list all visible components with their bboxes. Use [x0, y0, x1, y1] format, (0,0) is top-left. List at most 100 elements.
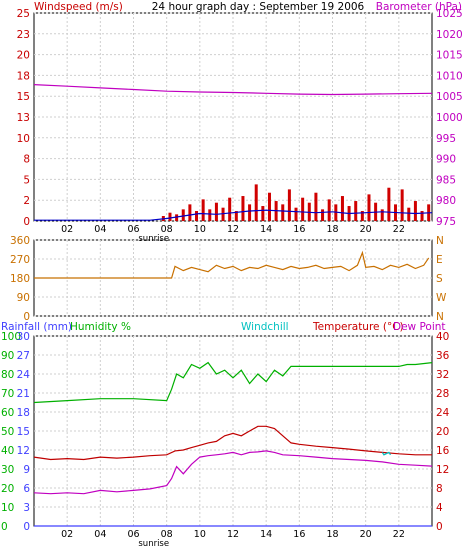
barometer-tick-label: 1010	[436, 70, 463, 82]
barometer-tick-label: 995	[436, 133, 456, 145]
chart-panels: 0258101315182023259759809859909951000100…	[1, 8, 463, 549]
humidity-tick-label: 10	[1, 502, 14, 514]
x-tick-label: 14	[260, 529, 272, 540]
barometer-tick-label: 980	[436, 195, 456, 207]
x-tick-label: 06	[127, 529, 139, 540]
windspeed-bar	[201, 199, 205, 221]
compass-tick-label: S	[436, 273, 443, 285]
temperature-tick-label: 32	[436, 369, 449, 381]
barometer-tick-label: 1020	[436, 29, 463, 41]
x-tick-label: 12	[227, 224, 239, 235]
x-tick-label: 18	[326, 529, 338, 540]
x-tick-label: 08	[161, 224, 173, 235]
barometer-tick-label: 1005	[436, 91, 463, 103]
x-tick-label: 20	[360, 529, 372, 540]
humidity-line	[33, 361, 433, 404]
windspeed-bar	[400, 189, 404, 221]
windspeed-bar	[413, 201, 417, 221]
temperature-tick-label: 40	[436, 331, 449, 343]
temperature-tick-label: 4	[436, 502, 443, 514]
rainfall-tick-label: 15	[17, 426, 30, 438]
windspeed-bar	[181, 209, 185, 221]
dewpoint-label: Dew Point	[393, 321, 446, 333]
temperature-tick-label: 20	[436, 426, 449, 438]
compass-tick-label: N	[436, 311, 444, 323]
windspeed-bar	[321, 209, 325, 221]
temperature-tick-label: 16	[436, 445, 450, 457]
barometer-tick-label: 990	[436, 154, 456, 166]
windspeed-bar	[261, 206, 265, 221]
compass-tick-label: N	[436, 235, 444, 247]
x-tick-label: 10	[194, 224, 206, 235]
windspeed-bar	[221, 207, 225, 221]
x-tick-label: 02	[61, 224, 73, 235]
x-tick-label: 22	[393, 224, 405, 235]
humidity-tick-label: 20	[1, 483, 14, 495]
x-tick-label: 20	[360, 224, 372, 235]
rainfall-tick-label: 18	[17, 407, 30, 419]
direction-tick-label: 270	[10, 254, 30, 266]
compass-tick-label: W	[436, 292, 447, 304]
humidity-tick-label: 100	[1, 331, 21, 343]
windspeed-tick-label: 18	[17, 70, 30, 82]
humidity-tick-label: 90	[1, 350, 14, 362]
windspeed-tick-label: 25	[17, 8, 30, 20]
sunrise-label: sunrise	[138, 539, 169, 549]
rainfall-tick-label: 12	[17, 445, 30, 457]
windspeed-bar	[188, 204, 192, 221]
windspeed-bar	[360, 211, 364, 221]
x-tick-label: 04	[94, 529, 106, 540]
windspeed-bar	[380, 209, 384, 221]
windspeed-bar	[234, 211, 238, 221]
rainfall-tick-label: 30	[17, 331, 30, 343]
humidity-tick-label: 0	[1, 521, 8, 533]
rainfall-tick-label: 9	[23, 464, 30, 476]
temperature-tick-label: 24	[436, 407, 450, 419]
windspeed-bar	[254, 184, 258, 221]
dew-point-line	[33, 450, 433, 495]
barometer-tick-label: 1025	[436, 8, 463, 20]
windspeed-bar	[420, 211, 424, 221]
windspeed-bar	[387, 187, 391, 221]
rainfall-tick-label: 3	[23, 502, 30, 514]
rainfall-tick-label: 6	[23, 483, 30, 495]
barometer-tick-label: 1000	[436, 112, 463, 124]
windspeed-bar	[301, 197, 305, 221]
barometer-axis-label: Barometer (hPa)	[376, 1, 462, 13]
x-tick-label: 04	[94, 224, 106, 235]
windspeed-tick-label: 13	[17, 112, 30, 124]
temperature-tick-label: 28	[436, 388, 449, 400]
windchill-label: Windchill	[241, 321, 289, 333]
windspeed-axis-label: Windspeed (m/s)	[34, 1, 123, 13]
windspeed-tick-label: 5	[23, 174, 30, 186]
x-tick-label: 12	[227, 529, 239, 540]
rainfall-axis-label: Rainfall (mm)	[1, 321, 72, 333]
barometer-tick-label: 1015	[436, 50, 463, 62]
windspeed-bar	[214, 202, 218, 221]
wind-direction-line	[34, 250, 430, 279]
x-tick-label: 10	[194, 529, 206, 540]
direction-tick-label: 0	[23, 311, 30, 323]
x-tick-label: 14	[260, 224, 272, 235]
barometer-tick-label: 975	[436, 216, 456, 228]
x-tick-label: 22	[393, 529, 405, 540]
windspeed-bar	[287, 189, 291, 221]
windspeed-bar	[175, 214, 179, 221]
rainfall-tick-label: 27	[17, 350, 30, 362]
windspeed-bar	[281, 204, 285, 221]
x-tick-label: 08	[161, 529, 173, 540]
x-tick-label: 02	[61, 529, 73, 540]
temperature-line	[33, 425, 432, 461]
temperature-tick-label: 0	[436, 521, 443, 533]
humidity-tick-label: 30	[1, 464, 14, 476]
barometer-tick-label: 985	[436, 174, 456, 186]
windspeed-tick-label: 15	[17, 91, 30, 103]
windspeed-bar	[327, 199, 331, 221]
sunrise-label: sunrise	[138, 234, 169, 244]
humidity-tick-label: 40	[1, 445, 14, 457]
chart-title: 24 hour graph day : September 19 2006	[152, 1, 365, 13]
panel-3-frame	[33, 335, 433, 527]
rainfall-tick-label: 21	[17, 388, 30, 400]
temperature-tick-label: 36	[436, 350, 450, 362]
